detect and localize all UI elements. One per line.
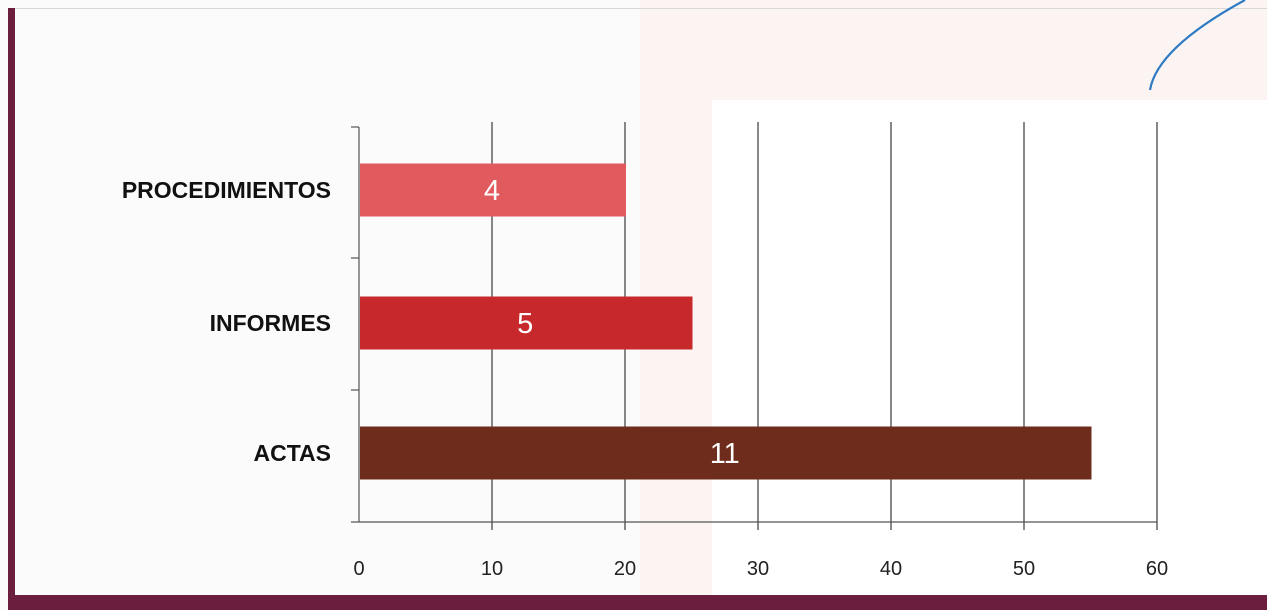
frame-bottom-border (8, 595, 1267, 610)
x-tick-label: 0 (353, 558, 364, 580)
bars-group (360, 163, 1092, 480)
background-panel-inner (712, 100, 1267, 595)
x-tick-label: 10 (481, 558, 503, 580)
data-labels: 4 5 11 (484, 175, 740, 470)
pen-annotation-stroke (1148, 0, 1246, 91)
frame-left-border (8, 8, 15, 608)
category-labels: PROCEDIMIENTOS INFORMES ACTAS (122, 177, 331, 466)
x-tick-label: 20 (614, 558, 636, 580)
bar-informes (360, 296, 693, 350)
data-label: 5 (517, 308, 533, 340)
category-label: INFORMES (210, 310, 331, 336)
bar-actas (360, 426, 1092, 480)
x-tick-label: 50 (1013, 558, 1035, 580)
category-label: ACTAS (253, 440, 331, 466)
data-label: 4 (484, 175, 500, 207)
top-rule (15, 8, 1267, 9)
data-label: 11 (710, 438, 740, 470)
tick-labels: 0 10 20 30 40 50 60 (353, 558, 1168, 580)
bar-procedimientos (360, 163, 626, 217)
category-label: PROCEDIMIENTOS (122, 177, 331, 203)
x-tick-label: 40 (880, 558, 902, 580)
x-tick-label: 30 (747, 558, 769, 580)
axis-lines (351, 126, 1157, 523)
x-tick-label: 60 (1146, 558, 1168, 580)
